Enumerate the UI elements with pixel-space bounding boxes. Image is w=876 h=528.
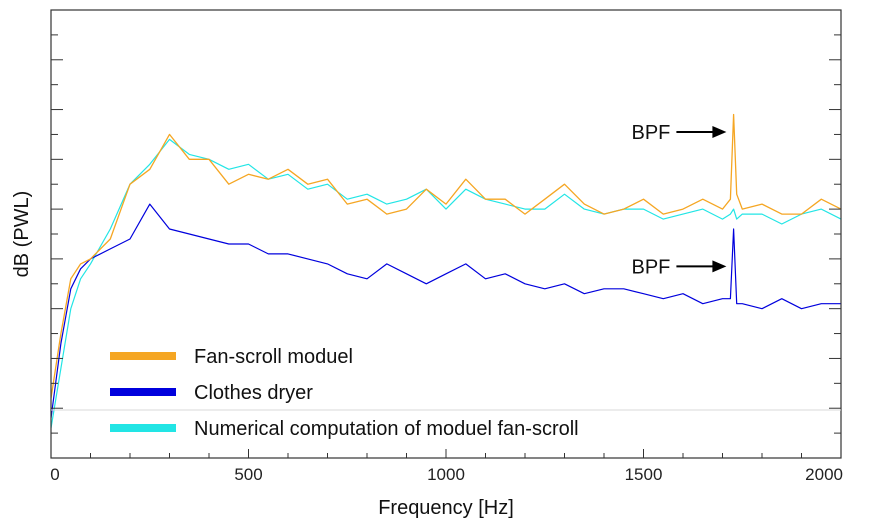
legend: Fan-scroll moduel Clothes dryer Numerical … [110, 346, 579, 440]
y-axis-ticks [51, 34, 841, 434]
x-tick-label: 0 [50, 465, 59, 484]
legend-swatch-3 [110, 424, 176, 432]
bpf-label: BPF [631, 122, 670, 144]
annotations: BPF BPF [631, 122, 727, 278]
x-axis-title: Frequency [Hz] [378, 497, 514, 519]
series-layer [51, 113, 841, 429]
bpf-label: BPF [631, 256, 670, 278]
legend-label-2: Clothes dryer [194, 382, 313, 404]
series-line-3 [51, 138, 841, 429]
bpf-arrow-head [712, 125, 727, 138]
series-line-2 [51, 203, 841, 419]
series-line-1 [51, 113, 841, 399]
x-tick-label: 1000 [427, 465, 465, 484]
legend-swatch-2 [110, 388, 176, 396]
bpf-arrow-head [712, 260, 727, 273]
y-axis-title: dB (PWL) [11, 191, 33, 278]
x-tick-label: 500 [234, 465, 262, 484]
legend-swatch-1 [110, 352, 176, 360]
x-axis-ticks: 0 500 1000 1500 2000 [50, 449, 843, 484]
x-tick-label: 1500 [625, 465, 663, 484]
x-tick-label: 2000 [805, 465, 843, 484]
legend-label-3: Numerical computation of moduel fan-scro… [194, 418, 579, 440]
legend-label-1: Fan-scroll moduel [194, 346, 353, 368]
